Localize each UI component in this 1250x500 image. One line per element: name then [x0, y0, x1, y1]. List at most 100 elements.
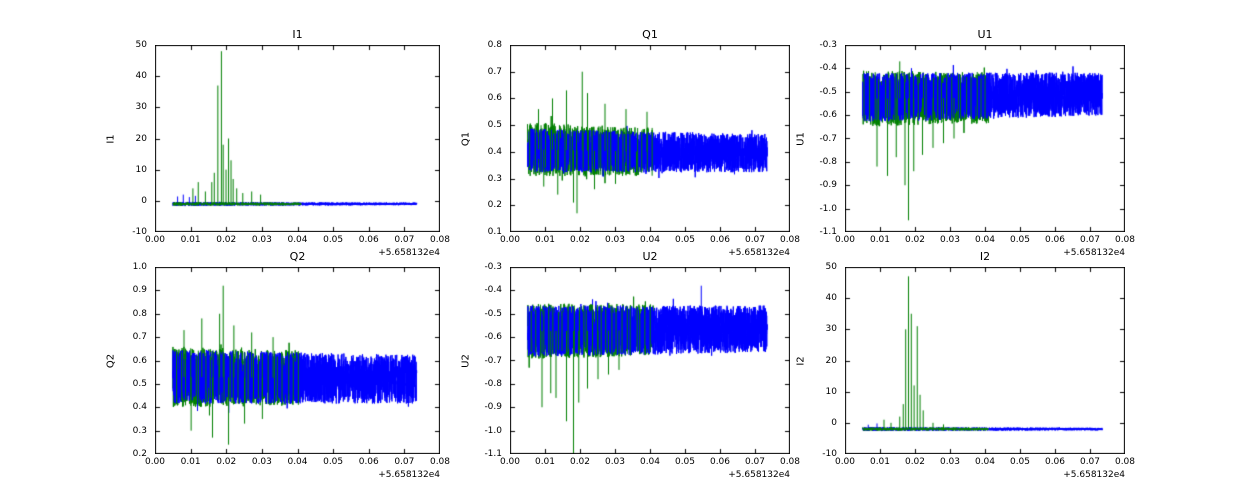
y-tick-labels: -10 0 10 20 30 40 50 [117, 40, 151, 237]
y-tick-label: -1.1 [819, 227, 837, 237]
y-tick-label: -0.8 [484, 378, 502, 389]
y-tick-label: 0.6 [487, 93, 502, 104]
y-tick-labels: -1.1 -1.0 -0.9 -0.8 -0.7 -0.6 -0.5 -0.4 -0.3 [807, 40, 841, 237]
y-tick-label: 0.8 [132, 308, 147, 319]
plot-title: I1 [292, 28, 303, 41]
x-tick-label: 0.03 [604, 235, 626, 245]
x-tick-label: 0.06 [709, 235, 731, 245]
x-tick-label: 0.00 [144, 235, 166, 245]
x-tick-label: 0.04 [974, 235, 996, 245]
y-tick-label: 0.2 [487, 200, 502, 211]
plot-area-canvas [510, 267, 790, 454]
y-tick-label: -0.3 [819, 40, 837, 50]
x-tick-label: 0.08 [429, 457, 451, 467]
x-tick-label: 0.04 [639, 235, 661, 245]
y-tick-label: 0.5 [487, 120, 502, 131]
x-tick-label: 0.07 [394, 457, 415, 467]
y-tick-label: 30 [825, 324, 837, 335]
x-tick-label: 0.03 [939, 457, 961, 467]
x-tick-label: 0.02 [569, 235, 591, 245]
x-tick-label: 0.04 [639, 457, 661, 467]
x-axis-offset-label: +5.658132e4 [378, 470, 440, 480]
x-tick-label: 0.05 [674, 457, 696, 467]
x-tick-label: 0.08 [779, 457, 801, 467]
x-tick-label: 0.00 [499, 457, 521, 467]
y-tick-label: 10 [825, 386, 837, 397]
plot-area-canvas [155, 45, 440, 232]
x-tick-label: 0.07 [394, 235, 415, 245]
x-tick-label: 0.03 [251, 235, 272, 245]
x-tick-label: 0.05 [1009, 457, 1031, 467]
x-tick-label: 0.01 [869, 457, 891, 467]
y-tick-label: 0.3 [132, 425, 147, 436]
x-tick-label: 0.04 [287, 457, 308, 467]
subplot-u2: U2 U2 -1.1 -1.0 -0.9 -0.8 -0.7 -0.6 -0.5 -0.4 -0… [461, 250, 801, 480]
x-tick-label: 0.08 [1114, 457, 1136, 467]
x-tick-label: 0.07 [1079, 457, 1101, 467]
x-tick-label: 0.04 [974, 457, 996, 467]
y-tick-label: 0.7 [487, 66, 502, 77]
y-tick-label: 0.8 [487, 40, 502, 50]
plot-area-canvas [510, 45, 790, 232]
plot-area-canvas [155, 267, 440, 454]
y-tick-labels: -10 0 10 20 30 40 50 [807, 262, 841, 459]
x-tick-labels: 0.00 0.01 0.02 0.03 0.04 0.05 0.06 0.07 0.08 [500, 235, 800, 247]
y-axis-label: U2 [460, 353, 472, 368]
plot-area-canvas [845, 267, 1125, 454]
x-tick-label: 0.08 [429, 235, 451, 245]
x-tick-label: 0.01 [534, 457, 556, 467]
y-axis-label: U1 [795, 131, 807, 146]
y-tick-label: -0.9 [819, 180, 837, 191]
y-tick-label: -0.6 [484, 332, 502, 343]
x-axis-offset-label: +5.658132e4 [378, 248, 440, 258]
y-axis-label: Q2 [105, 353, 117, 368]
x-tick-label: 0.06 [1044, 235, 1066, 245]
x-tick-label: 0.06 [358, 235, 379, 245]
x-tick-label: 0.06 [709, 457, 731, 467]
x-tick-label: 0.02 [216, 457, 237, 467]
y-tick-label: -1.0 [819, 203, 837, 214]
x-tick-label: 0.05 [1009, 235, 1031, 245]
y-tick-label: -0.3 [484, 262, 502, 272]
plot-title: U1 [977, 28, 993, 41]
x-tick-label: 0.02 [216, 235, 237, 245]
x-axis-offset-label: +5.658132e4 [728, 248, 790, 258]
x-tick-label: 0.08 [1114, 235, 1136, 245]
y-tick-label: 20 [135, 133, 147, 144]
x-tick-label: 0.06 [1044, 457, 1066, 467]
y-tick-label: 0.4 [487, 146, 502, 157]
x-tick-label: 0.03 [939, 235, 961, 245]
y-tick-label: 0.2 [132, 449, 147, 459]
x-tick-label: 0.00 [834, 457, 856, 467]
y-tick-label: -10 [822, 449, 837, 459]
y-tick-label: -0.5 [484, 308, 502, 319]
y-tick-label: 0.1 [487, 227, 502, 237]
y-tick-label: -0.4 [819, 63, 837, 74]
y-tick-labels: 0.1 0.2 0.3 0.4 0.5 0.6 0.7 0.8 [472, 40, 506, 237]
plot-title: Q1 [642, 28, 658, 41]
y-tick-label: -0.8 [819, 156, 837, 167]
x-tick-label: 0.01 [180, 235, 201, 245]
plot-title: Q2 [289, 250, 306, 263]
y-tick-label: -0.6 [819, 110, 837, 121]
y-axis-label: Q1 [460, 131, 472, 146]
x-tick-label: 0.08 [779, 235, 801, 245]
subplot-q1: Q1 Q1 0.1 0.2 0.3 0.4 0.5 0.6 0.7 0.8 0.00 0.01 0… [461, 28, 801, 258]
subplot-i2: I2 I2 -10 0 10 20 30 40 50 0.00 0.01 0.02 0.03 0.0… [796, 250, 1136, 480]
y-axis-label: I1 [105, 133, 117, 144]
y-tick-label: -0.5 [819, 86, 837, 97]
x-tick-label: 0.05 [674, 235, 696, 245]
y-tick-label: 0.5 [132, 378, 147, 389]
x-tick-label: 0.05 [323, 457, 344, 467]
x-tick-label: 0.07 [744, 457, 766, 467]
y-tick-label: 0.4 [132, 402, 147, 413]
y-tick-label: 30 [135, 102, 147, 113]
x-tick-label: 0.02 [569, 457, 591, 467]
x-tick-label: 0.00 [834, 235, 856, 245]
subplot-u1: U1 U1 -1.1 -1.0 -0.9 -0.8 -0.7 -0.6 -0.5 -0.4 -0… [796, 28, 1136, 258]
x-tick-label: 0.01 [534, 235, 556, 245]
x-tick-labels: 0.00 0.01 0.02 0.03 0.04 0.05 0.06 0.07 0.08 [835, 235, 1135, 247]
x-tick-label: 0.06 [358, 457, 379, 467]
plot-area-canvas [845, 45, 1125, 232]
